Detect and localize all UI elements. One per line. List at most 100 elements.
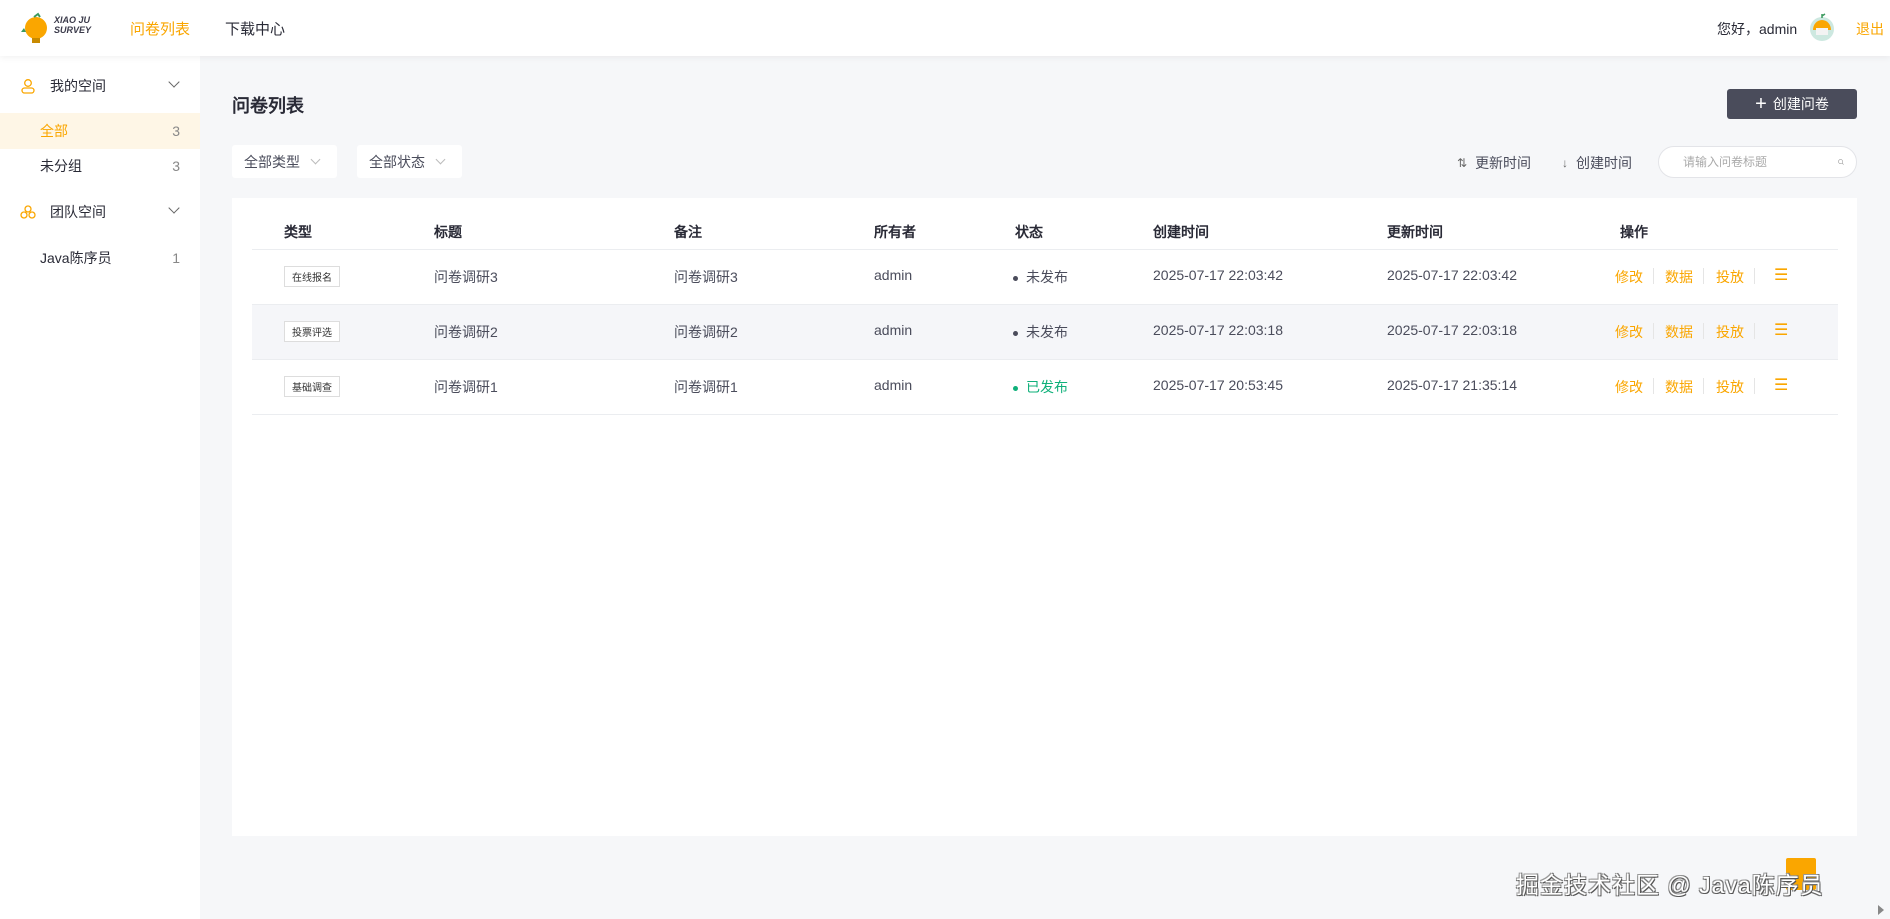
- logo-icon[interactable]: [20, 12, 90, 46]
- status-badge: 未发布: [1013, 267, 1068, 287]
- cell-created: 2025-07-17 22:03:42: [1153, 267, 1283, 283]
- sidebar-item-ungrouped[interactable]: 未分组 3: [0, 148, 200, 184]
- cell-updated: 2025-07-17 22:03:42: [1387, 267, 1517, 283]
- edit-button[interactable]: 修改: [1615, 324, 1643, 340]
- cell-owner: admin: [874, 267, 913, 283]
- status-label: 已发布: [1026, 379, 1068, 395]
- nav-download-center[interactable]: 下载中心: [225, 21, 286, 38]
- divider: [1653, 378, 1654, 394]
- page-title: 问卷列表: [232, 96, 304, 116]
- status-badge: 已发布: [1013, 377, 1068, 397]
- search-box: [1658, 146, 1857, 178]
- sort-by-update-time[interactable]: ⇅ 更新时间: [1457, 153, 1531, 173]
- plus-icon: +: [1755, 93, 1767, 115]
- column-header-created: 创建时间: [1153, 224, 1209, 240]
- type-filter-select[interactable]: 全部类型: [232, 145, 337, 178]
- cell-updated: 2025-07-17 21:35:14: [1387, 377, 1517, 393]
- logo-text: XIAO JU SURVEY: [54, 15, 92, 35]
- status-dot-icon: [1013, 330, 1018, 336]
- sidebar-group-my-space[interactable]: 我的空间: [0, 68, 200, 104]
- divider: [252, 249, 1838, 250]
- sort-by-create-time[interactable]: ↓ 创建时间: [1562, 153, 1632, 173]
- sort-label: 更新时间: [1475, 155, 1532, 171]
- data-button[interactable]: 数据: [1665, 324, 1693, 340]
- more-menu-icon[interactable]: ☰: [1774, 322, 1789, 339]
- sidebar-group-team-space[interactable]: 团队空间: [0, 194, 200, 230]
- watermark-highlight: [1786, 858, 1816, 890]
- divider: [1703, 378, 1704, 394]
- divider: [1754, 378, 1755, 394]
- status-badge: 未发布: [1013, 322, 1068, 342]
- search-input[interactable]: [1683, 155, 1838, 169]
- column-header-owner: 所有者: [874, 224, 916, 240]
- type-filter-value: 全部类型: [244, 153, 300, 170]
- more-menu-icon[interactable]: ☰: [1774, 377, 1789, 394]
- logout-link[interactable]: 退出: [1856, 21, 1884, 37]
- cell-owner: admin: [874, 377, 913, 393]
- column-header-type: 类型: [284, 224, 312, 240]
- cell-title: 问卷调研2: [434, 324, 498, 340]
- status-label: 未发布: [1026, 324, 1068, 340]
- sort-label: 创建时间: [1576, 155, 1632, 171]
- type-tag: 基础调查: [284, 376, 340, 397]
- sidebar-item-all[interactable]: 全部 3: [0, 113, 200, 149]
- divider: [1703, 268, 1704, 284]
- divider: [1754, 268, 1755, 284]
- top-header: XIAO JU SURVEY 问卷列表 下载中心 您好，admin 退出: [0, 0, 1890, 56]
- sidebar-item-count: 3: [172, 158, 180, 174]
- sidebar-group-label: 团队空间: [50, 204, 106, 220]
- divider: [252, 359, 1838, 360]
- create-survey-label: 创建问卷: [1772, 96, 1829, 112]
- cell-note: 问卷调研2: [674, 324, 738, 340]
- sidebar: 我的空间 全部 3 未分组 3 团队空间 Java陈序员 1: [0, 56, 200, 919]
- edit-button[interactable]: 修改: [1615, 269, 1643, 285]
- cell-updated: 2025-07-17 22:03:18: [1387, 322, 1517, 338]
- cell-created: 2025-07-17 22:03:18: [1153, 322, 1283, 338]
- publish-button[interactable]: 投放: [1716, 379, 1744, 395]
- sidebar-item-label: Java陈序员: [40, 250, 112, 266]
- status-label: 未发布: [1026, 269, 1068, 285]
- divider: [1703, 323, 1704, 339]
- survey-table-card: [232, 198, 1857, 836]
- data-button[interactable]: 数据: [1665, 269, 1693, 285]
- cell-owner: admin: [874, 322, 913, 338]
- sidebar-item-count: 1: [172, 250, 180, 266]
- avatar[interactable]: [1808, 12, 1836, 42]
- scroll-right-arrow-icon[interactable]: [1878, 905, 1884, 915]
- type-tag: 在线报名: [284, 266, 340, 287]
- row-hover-bg: [252, 305, 1838, 360]
- publish-button[interactable]: 投放: [1716, 324, 1744, 340]
- sidebar-item-team[interactable]: Java陈序员 1: [0, 240, 200, 276]
- more-menu-icon[interactable]: ☰: [1774, 267, 1789, 284]
- nav-survey-list[interactable]: 问卷列表: [130, 21, 191, 38]
- sort-icon: ⇅: [1457, 156, 1468, 170]
- watermark: 掘金技术社区 @ Java陈序员: [1516, 872, 1824, 898]
- sidebar-item-label: 未分组: [40, 158, 82, 174]
- chevron-down-icon: [310, 154, 321, 165]
- publish-button[interactable]: 投放: [1716, 269, 1744, 285]
- chevron-down-icon[interactable]: [168, 76, 180, 88]
- status-filter-select[interactable]: 全部状态: [357, 145, 462, 178]
- divider: [1653, 268, 1654, 284]
- sort-down-icon: ↓: [1562, 156, 1568, 170]
- sidebar-item-label: 全部: [40, 123, 68, 139]
- column-header-note: 备注: [674, 224, 702, 240]
- type-tag: 投票评选: [284, 321, 340, 342]
- divider: [252, 304, 1838, 305]
- column-header-status: 状态: [1015, 224, 1043, 240]
- create-survey-button[interactable]: + 创建问卷: [1727, 89, 1857, 119]
- column-header-updated: 更新时间: [1387, 224, 1443, 240]
- edit-button[interactable]: 修改: [1615, 379, 1643, 395]
- cell-title: 问卷调研3: [434, 269, 498, 285]
- chevron-down-icon[interactable]: [168, 202, 180, 214]
- data-button[interactable]: 数据: [1665, 379, 1693, 395]
- sidebar-group-label: 我的空间: [50, 78, 106, 94]
- status-dot-icon: [1013, 385, 1018, 391]
- chevron-down-icon: [435, 154, 446, 165]
- status-filter-value: 全部状态: [369, 153, 425, 170]
- greeting: 您好，admin: [1717, 21, 1798, 37]
- cell-note: 问卷调研1: [674, 379, 738, 395]
- search-icon[interactable]: [1838, 155, 1844, 169]
- column-header-actions: 操作: [1620, 224, 1648, 240]
- cell-created: 2025-07-17 20:53:45: [1153, 377, 1283, 393]
